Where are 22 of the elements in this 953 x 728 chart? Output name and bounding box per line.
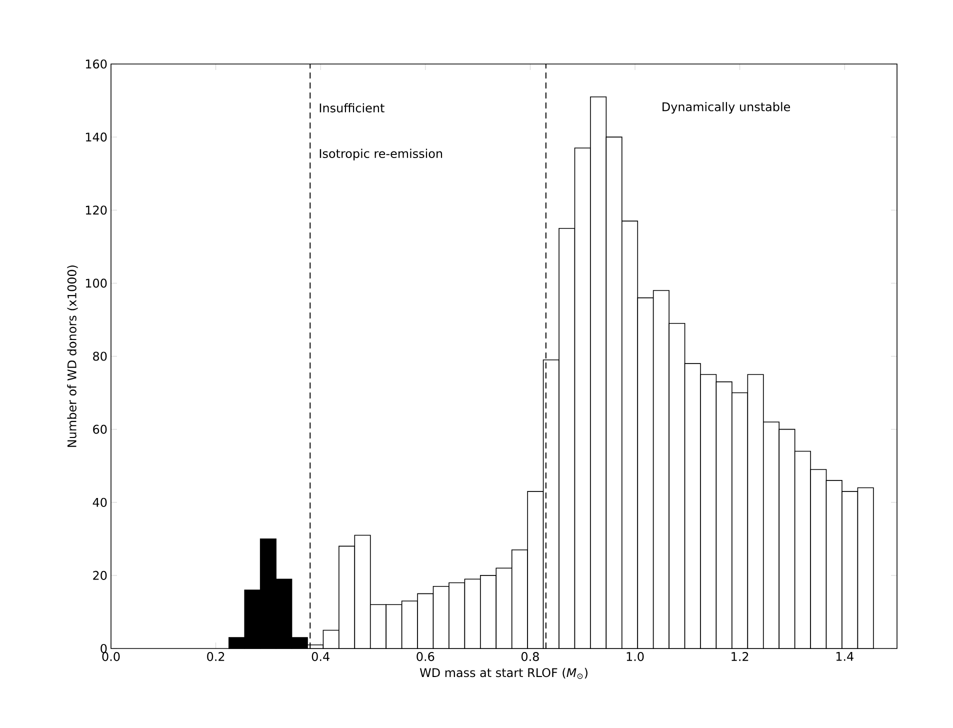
x-tick-label: 0.8 xyxy=(521,652,539,662)
y-tick-label: 60 xyxy=(93,424,107,434)
y-tick-label: 100 xyxy=(86,278,107,288)
x-tick-label: 1.4 xyxy=(836,652,854,661)
x-axis-title: WD mass at start RLOF (M$_{⊙}$) xyxy=(420,668,588,679)
y-tick-label: 160 xyxy=(86,59,107,69)
x-tick-label: 0.6 xyxy=(416,652,434,662)
y-tick-label: 80 xyxy=(93,352,107,361)
x-tick-label: 1.0 xyxy=(626,652,644,662)
annotation: Dynamically unstable xyxy=(662,102,790,114)
y-axis-title: Number of WD donors (x1000) xyxy=(67,266,78,447)
annotation: Isotropic re-emission xyxy=(320,148,442,160)
x-tick-label: 0.0 xyxy=(102,652,120,662)
y-tick-label: 0 xyxy=(100,644,107,654)
y-tick-label: 20 xyxy=(93,570,107,580)
x-tick-label: 0.2 xyxy=(207,652,224,662)
x-tick-label: 0.4 xyxy=(312,652,330,662)
annotation: Insufficient xyxy=(320,103,384,112)
y-tick-label: 140 xyxy=(86,132,107,142)
y-tick-label: 120 xyxy=(86,206,107,215)
x-tick-label: 1.2 xyxy=(732,652,748,661)
y-tick-label: 40 xyxy=(92,498,107,507)
